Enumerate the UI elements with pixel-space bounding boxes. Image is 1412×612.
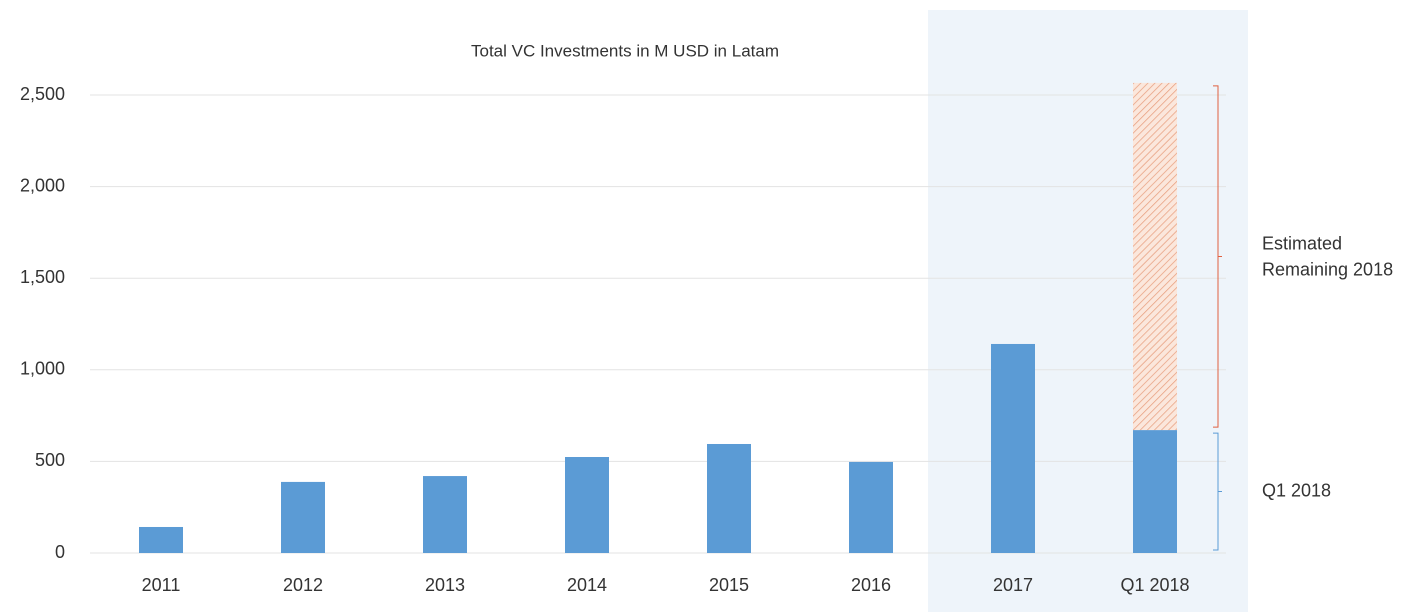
y-tick-label: 2,000 [20, 175, 65, 195]
estimate-bar [1133, 82, 1177, 431]
bar [707, 443, 751, 553]
chart-title: Total VC Investments in M USD in Latam [471, 41, 779, 60]
y-tick-label: 0 [55, 542, 65, 562]
x-tick-label: Q1 2018 [1120, 575, 1189, 595]
y-tick-label: 2,500 [20, 84, 65, 104]
bar [849, 461, 893, 553]
bracket [1213, 432, 1222, 551]
series-label: Estimated Remaining 2018 [1262, 233, 1393, 279]
x-tick-label: 2013 [425, 575, 465, 595]
x-tick-label: 2011 [142, 575, 181, 595]
x-tick-label: 2016 [851, 575, 891, 595]
bar [991, 343, 1035, 553]
x-tick-label: 2014 [567, 575, 607, 595]
y-tick-label: 1,500 [20, 267, 65, 287]
series-label: Q1 2018 [1262, 480, 1331, 500]
bar [281, 481, 325, 553]
y-tick-label: 1,000 [20, 359, 65, 379]
x-tick-label: 2012 [283, 575, 323, 595]
bar [565, 457, 609, 553]
y-tick-label: 500 [35, 450, 65, 470]
bar [423, 476, 467, 553]
bracket [1213, 85, 1222, 428]
x-tick-label: 2015 [709, 575, 749, 595]
bar [1133, 430, 1177, 553]
highlight-band [928, 10, 1248, 612]
bar [139, 526, 183, 553]
x-tick-label: 2017 [993, 575, 1033, 595]
